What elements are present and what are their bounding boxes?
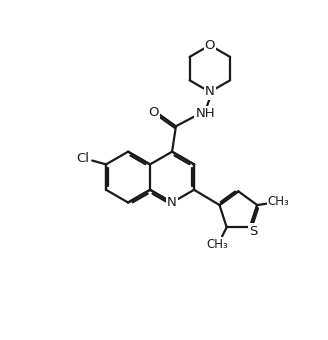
Text: O: O — [205, 39, 215, 52]
Text: N: N — [167, 196, 177, 209]
Text: CH₃: CH₃ — [268, 195, 290, 208]
Text: N: N — [205, 85, 215, 99]
Text: S: S — [249, 224, 257, 238]
Text: Cl: Cl — [76, 152, 90, 165]
Text: CH₃: CH₃ — [207, 238, 228, 251]
Text: O: O — [148, 105, 159, 119]
Text: NH: NH — [195, 107, 215, 120]
